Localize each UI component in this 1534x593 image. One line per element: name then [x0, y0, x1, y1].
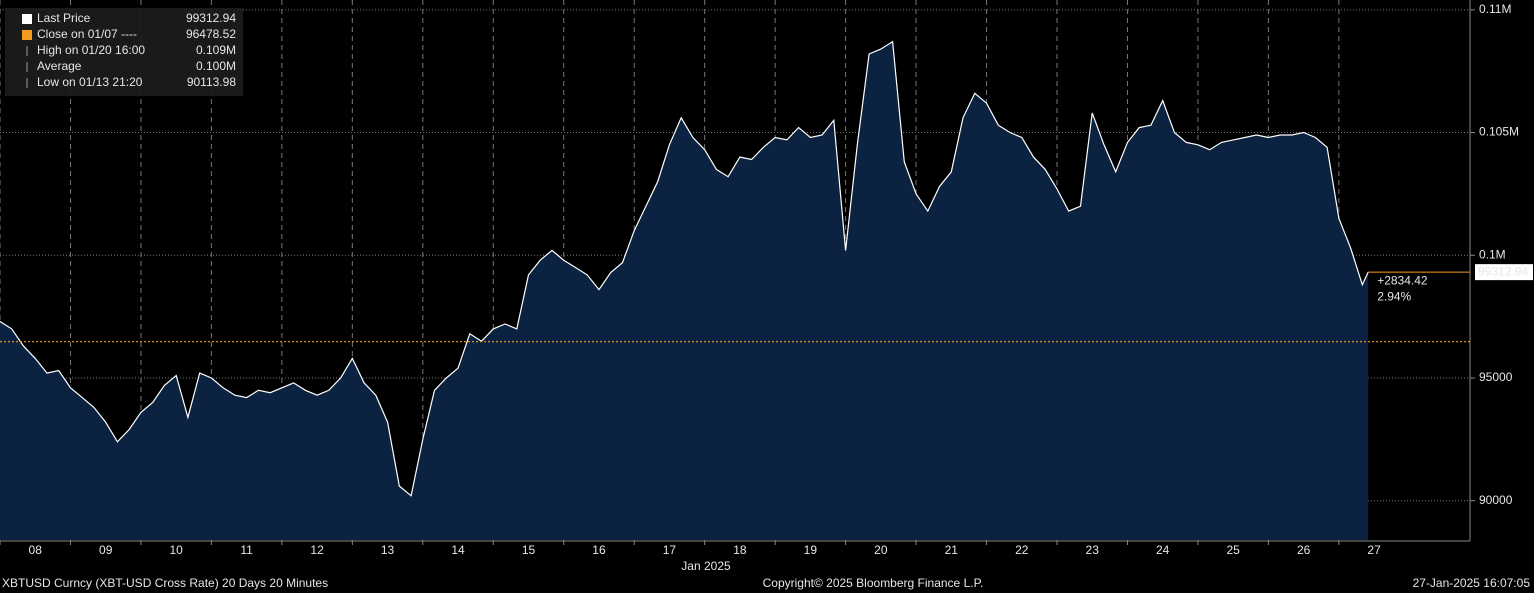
- line: [0, 40, 1369, 497]
- x-tick-label: 22: [1015, 543, 1029, 557]
- copyright: Copyright© 2025 Bloomberg Finance L.P.: [763, 576, 984, 590]
- last-price-box: [1475, 264, 1533, 281]
- change-label: +2834.42: [1377, 273, 1428, 287]
- legend-value: 99312.94: [186, 11, 236, 25]
- timestamp: 27-Jan-2025 16:07:05: [1413, 576, 1531, 590]
- legend: Last Price 99312.94 Close on 01/07 ---- 964…: [22, 11, 236, 89]
- legend-label: Low on 01/13 21:20: [37, 75, 143, 89]
- x-tick-label: 08: [29, 543, 43, 557]
- x-tick-label: 17: [663, 543, 677, 557]
- x-tick-label: 09: [99, 543, 113, 557]
- legend-box: [5, 8, 243, 96]
- legend-value: 96478.52: [186, 27, 236, 41]
- x-tick-label: 25: [1226, 543, 1240, 557]
- x-tick-label: 11: [240, 543, 253, 557]
- legend-swatch: [22, 30, 32, 40]
- legend-value: 0.100M: [196, 59, 236, 73]
- x-tick-label: 26: [1297, 543, 1311, 557]
- y-tick-label: 0.11M: [1479, 2, 1511, 16]
- x-tick-label: 23: [1086, 543, 1100, 557]
- x-tick-label: 20: [874, 543, 888, 557]
- legend-label: Average: [37, 59, 82, 73]
- legend-value: 90113.98: [187, 75, 236, 89]
- x-tick-label: 16: [592, 543, 606, 557]
- legend-label: High on 01/20 16:00: [37, 43, 145, 57]
- plot-area: [0, 0, 1470, 540]
- x-tick-label: 15: [522, 543, 536, 557]
- x-tick-label: 21: [945, 543, 959, 557]
- legend-label: Close on 01/07 ----: [37, 27, 137, 41]
- legend-value: 0.109M: [196, 43, 236, 57]
- x-tick-label: 10: [169, 543, 183, 557]
- last-price-label: 99312.94: [1478, 264, 1528, 278]
- chart-title: XBTUSD Curncy (XBT-USD Cross Rate) 20 Da…: [2, 576, 328, 590]
- x-tick-label: 19: [804, 543, 818, 557]
- area: [0, 41, 1369, 540]
- x-tick-label: 13: [381, 543, 395, 557]
- y-tick-label: 95000: [1479, 370, 1513, 384]
- x-tick-label: 12: [310, 543, 324, 557]
- legend-swatch: [22, 14, 32, 24]
- x-tick-label: 14: [451, 543, 465, 557]
- x-axis-label: Jan 2025: [681, 559, 731, 573]
- x-tick-label: 18: [733, 543, 747, 557]
- legend-label: Last Price: [37, 11, 91, 25]
- x-tick-label: 24: [1156, 543, 1170, 557]
- y-tick-label: 0.105M: [1479, 125, 1519, 139]
- y-tick-label: 0.1M: [1479, 247, 1506, 261]
- y-tick-label: 90000: [1479, 493, 1513, 507]
- x-tick-label: 27: [1367, 543, 1381, 557]
- change-pct-label: 2.94%: [1377, 289, 1411, 303]
